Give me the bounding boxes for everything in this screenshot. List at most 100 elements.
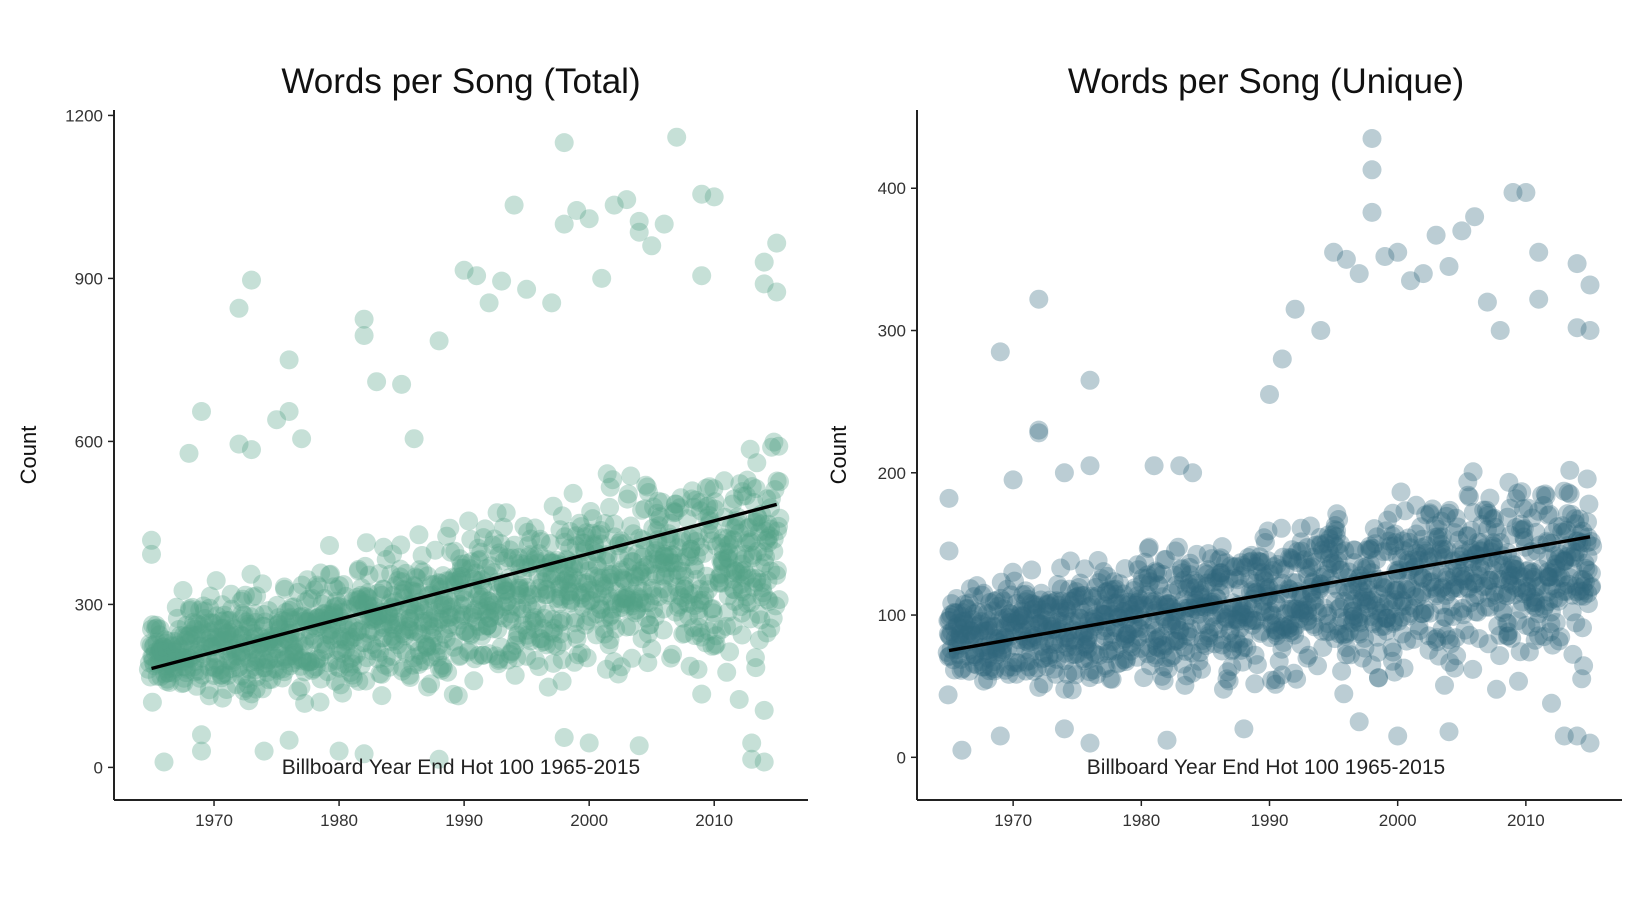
data-point <box>1574 656 1594 676</box>
data-point <box>232 609 251 629</box>
data-point <box>222 659 241 678</box>
data-point <box>321 564 341 584</box>
data-point <box>283 653 302 673</box>
data-point <box>1031 583 1051 603</box>
data-point <box>500 609 520 629</box>
data-point <box>209 627 229 647</box>
data-point <box>393 580 413 599</box>
data-point <box>638 555 658 575</box>
data-point <box>1394 658 1414 678</box>
x-tick-label: 1980 <box>320 811 358 830</box>
data-point <box>476 559 496 578</box>
data-point <box>404 622 424 642</box>
data-point-outlier <box>729 690 749 709</box>
data-point-outlier <box>1426 225 1446 245</box>
data-point <box>248 648 268 668</box>
data-point <box>1487 679 1506 699</box>
data-point <box>552 506 572 526</box>
data-point <box>961 621 981 641</box>
data-point <box>731 597 751 617</box>
data-point <box>470 549 490 569</box>
data-point-outlier <box>429 331 449 351</box>
data-point <box>245 604 265 624</box>
data-point <box>633 582 653 601</box>
data-point <box>174 626 193 646</box>
data-point <box>220 651 240 671</box>
data-point <box>703 520 723 540</box>
data-point <box>694 544 714 563</box>
data-point <box>299 589 319 609</box>
data-point <box>1074 651 1094 671</box>
data-point <box>531 629 551 649</box>
data-point <box>742 531 762 551</box>
data-point <box>440 518 460 538</box>
caption-unique: Billboard Year End Hot 100 1965-2015 <box>1087 756 1445 779</box>
data-point <box>604 514 624 534</box>
data-point <box>725 592 745 611</box>
data-point <box>690 593 710 613</box>
data-point <box>644 497 664 517</box>
data-point <box>686 490 706 510</box>
data-point <box>340 663 360 682</box>
data-point <box>431 573 450 593</box>
data-point <box>206 571 226 591</box>
data-point-outlier <box>229 298 249 318</box>
data-point <box>1016 661 1036 681</box>
data-point <box>494 597 514 616</box>
data-point <box>944 603 964 623</box>
data-point <box>367 609 387 629</box>
data-point-outlier <box>554 728 574 747</box>
data-point <box>507 630 527 650</box>
data-point <box>1033 615 1053 635</box>
data-point <box>318 625 338 645</box>
data-point <box>758 514 778 534</box>
data-point <box>619 546 639 566</box>
data-point <box>452 604 472 624</box>
data-point <box>236 678 256 698</box>
data-point <box>974 602 994 622</box>
data-point <box>602 605 621 625</box>
data-point <box>172 674 192 694</box>
data-point <box>300 652 320 672</box>
data-point <box>615 589 635 608</box>
data-point <box>166 640 186 660</box>
data-point <box>497 548 517 568</box>
data-point <box>964 654 984 674</box>
data-point <box>517 577 537 597</box>
data-point <box>575 527 595 547</box>
data-point <box>280 609 300 629</box>
data-point <box>200 628 220 648</box>
data-point <box>649 587 669 607</box>
data-point <box>1463 462 1483 482</box>
data-point <box>173 581 193 600</box>
data-point <box>1546 613 1566 632</box>
y-tick-label: 200 <box>878 464 906 483</box>
data-point <box>150 619 170 639</box>
data-point <box>611 598 631 617</box>
data-point <box>507 625 527 645</box>
data-point <box>348 595 368 615</box>
data-point <box>664 501 684 521</box>
data-point-outlier <box>1272 349 1292 369</box>
data-point <box>1016 652 1036 672</box>
data-point <box>374 537 394 557</box>
data-point <box>602 611 622 631</box>
data-point <box>142 692 162 712</box>
scatter-points-total <box>138 127 790 772</box>
data-point <box>575 533 594 553</box>
data-point <box>247 667 267 687</box>
data-point <box>339 657 359 677</box>
data-point <box>1055 679 1075 699</box>
data-point <box>549 613 569 633</box>
data-point <box>381 612 401 631</box>
data-point <box>1040 590 1060 610</box>
data-point <box>400 609 420 629</box>
x-tick-label: 2010 <box>1507 811 1545 830</box>
data-point <box>409 655 429 674</box>
data-point <box>411 624 431 644</box>
data-point <box>974 671 994 691</box>
data-point-outlier <box>692 684 712 704</box>
data-point <box>370 642 389 662</box>
data-point <box>559 558 579 578</box>
data-point <box>537 604 556 624</box>
